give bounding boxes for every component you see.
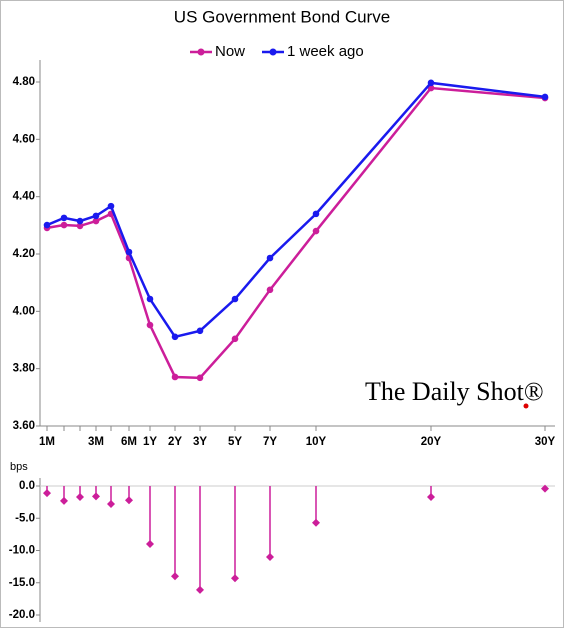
legend-label: Now (215, 43, 245, 60)
stem-marker (266, 552, 274, 561)
x-tick-label: 20Y (421, 436, 442, 448)
stem-marker (196, 585, 204, 594)
y-tick-label: 4.40 (13, 191, 35, 203)
point (312, 227, 320, 235)
x-tick-label: 2Y (168, 436, 182, 448)
stem-marker (60, 496, 68, 505)
y-tick-label: 4.80 (13, 76, 35, 88)
legend-marker (197, 48, 205, 56)
y-tick-label: 4.60 (13, 133, 35, 145)
y-tick-label: -5.0 (15, 512, 35, 524)
y-axis-label: bps (10, 461, 28, 473)
stem-marker (125, 496, 133, 505)
point (107, 202, 115, 210)
x-tick-label: 5Y (228, 436, 242, 448)
point (231, 295, 239, 303)
x-tick-label: 10Y (306, 436, 327, 448)
y-tick-label: 3.80 (13, 363, 35, 375)
point (60, 221, 68, 229)
logo: The Daily Shot® (365, 377, 544, 406)
point (125, 248, 133, 256)
y-tick-label: 4.00 (13, 305, 35, 317)
x-tick-label: 7Y (263, 436, 277, 448)
point (43, 221, 51, 229)
stem-marker (231, 574, 239, 583)
stem-marker (171, 572, 179, 581)
y-tick-label: 0.0 (19, 480, 35, 492)
point (60, 214, 68, 222)
stem-marker (541, 484, 549, 493)
stem-marker (107, 500, 115, 509)
point (266, 286, 274, 294)
point (146, 321, 154, 329)
x-tick-label: 3Y (193, 436, 207, 448)
y-tick-label: -20.0 (9, 609, 35, 621)
x-tick-label: 1M (39, 436, 55, 448)
point (171, 333, 179, 341)
point (171, 373, 179, 381)
y-tick-label: 3.60 (13, 420, 35, 432)
point (146, 295, 154, 303)
legend-marker (269, 48, 277, 56)
y-tick-label: -10.0 (9, 545, 35, 557)
point (92, 212, 100, 220)
point (541, 93, 549, 101)
point (231, 335, 239, 343)
legend-label: 1 week ago (287, 43, 364, 60)
x-tick-label: 30Y (535, 436, 556, 448)
y-tick-label: 4.20 (13, 248, 35, 260)
chart-title: US Government Bond Curve (174, 7, 390, 26)
point (196, 374, 204, 382)
point (196, 327, 204, 335)
y-tick-label: -15.0 (9, 577, 35, 589)
point (92, 217, 100, 225)
stem-marker (427, 492, 435, 501)
point (312, 210, 320, 218)
stem-marker (76, 492, 84, 501)
stem-marker (146, 540, 154, 549)
point (427, 79, 435, 87)
point (266, 254, 274, 262)
point (76, 217, 84, 225)
stem-marker (43, 489, 51, 498)
stem-marker (92, 492, 100, 501)
x-tick-label: 3M (88, 436, 104, 448)
point (76, 222, 84, 230)
logo-dot (523, 403, 529, 409)
x-tick-label: 1Y (143, 436, 157, 448)
stem-marker (312, 518, 320, 527)
x-tick-label: 6M (121, 436, 137, 448)
